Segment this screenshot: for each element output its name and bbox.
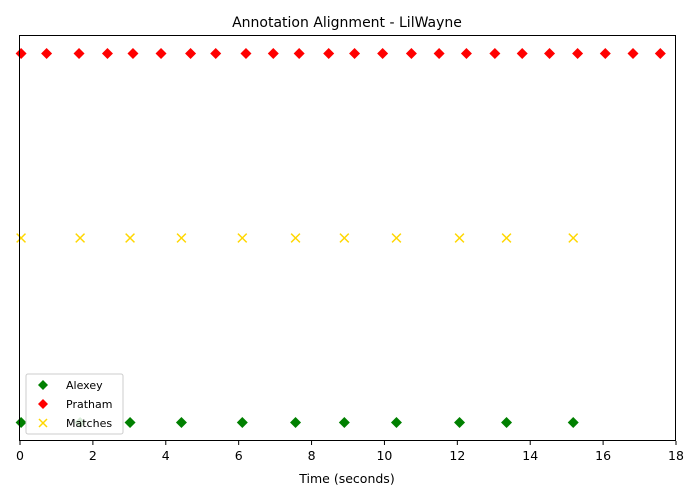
point-pratham-19 (544, 47, 556, 59)
x-tick-label-18: 18 (668, 448, 684, 463)
x-axis-label: Time (seconds) (298, 471, 394, 486)
point-matches-5 (290, 233, 301, 243)
legend-marker-pratham (38, 399, 48, 409)
point-pratham-17 (489, 47, 501, 59)
point-alexey-6 (338, 417, 350, 429)
point-pratham-9 (267, 47, 279, 59)
point-pratham-18 (516, 47, 528, 59)
point-matches-0 (16, 233, 27, 243)
point-matches-10 (568, 233, 579, 243)
x-tick-label-8: 8 (308, 448, 316, 463)
point-alexey-7 (390, 417, 402, 429)
point-pratham-10 (293, 47, 305, 59)
legend-marker-matches (38, 418, 48, 428)
point-pratham-7 (210, 47, 222, 59)
point-pratham-3 (101, 47, 113, 59)
x-tick-label-2: 2 (89, 448, 97, 463)
point-pratham-5 (155, 47, 167, 59)
x-tick-label-16: 16 (595, 448, 611, 463)
point-pratham-23 (654, 47, 666, 59)
legend-label-alexey: Alexey (66, 379, 103, 392)
point-pratham-1 (41, 47, 53, 59)
point-alexey-0 (15, 417, 27, 429)
point-pratham-13 (377, 47, 389, 59)
legend-label-pratham: Pratham (66, 398, 112, 411)
point-alexey-9 (501, 417, 513, 429)
point-pratham-0 (15, 47, 27, 59)
point-pratham-8 (240, 47, 252, 59)
point-matches-9 (501, 233, 512, 243)
legend-marker-alexey (38, 380, 48, 390)
point-pratham-16 (460, 47, 472, 59)
point-matches-6 (339, 233, 350, 243)
x-axis-ticks: 0 2 4 6 8 10 12 14 16 18 (16, 441, 684, 463)
point-matches-7 (391, 233, 402, 243)
point-alexey-10 (567, 417, 579, 429)
plot-frame (19, 35, 676, 441)
point-matches-2 (125, 233, 135, 243)
point-pratham-2 (73, 47, 85, 59)
x-tick-label-6: 6 (235, 448, 243, 463)
chart-title: Annotation Alignment - LilWayne (232, 15, 462, 31)
x-tick-label-12: 12 (449, 448, 465, 463)
point-pratham-15 (433, 47, 445, 59)
x-tick-label-0: 0 (16, 448, 24, 463)
point-pratham-11 (323, 47, 335, 59)
x-tick-label-14: 14 (522, 448, 538, 463)
x-tick-label-4: 4 (162, 448, 170, 463)
point-alexey-2 (124, 417, 136, 429)
point-pratham-14 (405, 47, 417, 59)
point-pratham-6 (185, 47, 197, 59)
point-alexey-3 (175, 417, 187, 429)
point-pratham-20 (572, 47, 584, 59)
legend: Alexey Pratham Matches (25, 373, 124, 435)
legend-label-matches: Matches (66, 417, 112, 430)
point-alexey-5 (290, 417, 302, 429)
point-matches-1 (75, 233, 86, 243)
point-matches-8 (454, 233, 465, 243)
legend-box (25, 373, 124, 435)
point-alexey-8 (454, 417, 466, 429)
x-tick-label-10: 10 (376, 448, 392, 463)
point-alexey-4 (236, 417, 248, 429)
point-matches-4 (237, 233, 248, 243)
point-pratham-22 (627, 47, 639, 59)
point-pratham-4 (127, 47, 139, 59)
point-matches-3 (176, 233, 187, 243)
point-pratham-12 (349, 47, 361, 59)
point-pratham-21 (599, 47, 611, 59)
